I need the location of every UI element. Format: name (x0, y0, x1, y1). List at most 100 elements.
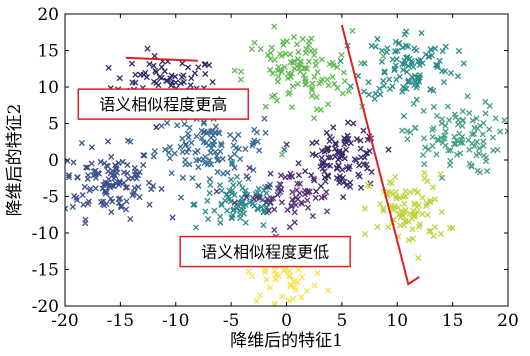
data-point (427, 86, 434, 93)
data-point (314, 270, 321, 277)
data-point (202, 70, 209, 77)
data-point (206, 190, 213, 197)
data-point (378, 47, 385, 54)
data-point (116, 195, 124, 202)
data-point (185, 146, 192, 153)
data-point (399, 88, 406, 95)
data-point (391, 67, 398, 74)
data-point (168, 79, 175, 86)
x-tick-label: 10 (386, 311, 408, 331)
data-point (246, 164, 253, 171)
data-point (231, 67, 238, 74)
data-point (198, 135, 205, 142)
data-point (228, 215, 235, 222)
data-point (309, 80, 316, 87)
data-point (447, 147, 454, 154)
data-point (268, 44, 275, 51)
data-point (230, 182, 237, 189)
data-point (364, 181, 371, 188)
data-point (168, 72, 175, 79)
data-point (303, 287, 311, 294)
data-point (145, 179, 153, 186)
data-point (400, 193, 407, 200)
data-point (228, 158, 236, 166)
data-point (394, 47, 401, 54)
data-point (432, 196, 439, 203)
data-point (441, 132, 448, 139)
data-point (212, 123, 219, 130)
data-point (180, 72, 187, 79)
data-point (166, 144, 173, 151)
data-point (158, 185, 165, 192)
data-point (218, 200, 225, 207)
data-point (404, 53, 411, 61)
data-point (195, 182, 202, 189)
data-point (250, 140, 257, 147)
data-point (263, 199, 270, 206)
data-point (229, 160, 236, 168)
data-point (269, 70, 276, 77)
data-point (271, 226, 278, 233)
data-point (459, 108, 466, 115)
data-point (260, 221, 267, 229)
data-point (217, 219, 224, 226)
data-point (278, 52, 285, 59)
data-point (241, 190, 248, 197)
data-point (319, 159, 326, 166)
data-point (430, 232, 437, 240)
data-point (224, 169, 231, 176)
data-point (152, 67, 159, 74)
data-point (401, 200, 408, 207)
data-point (446, 162, 454, 169)
data-point (214, 168, 221, 176)
data-point (192, 224, 200, 231)
data-point (405, 62, 412, 70)
data-point (144, 45, 151, 52)
data-point (127, 215, 134, 223)
data-point (414, 82, 421, 89)
data-point (426, 228, 433, 235)
data-point (271, 300, 278, 306)
data-point (361, 60, 368, 67)
y-tick-label: 0 (48, 151, 59, 171)
data-point (107, 184, 114, 191)
data-point (418, 29, 425, 37)
data-point (334, 84, 341, 91)
data-point (303, 46, 310, 53)
data-point (357, 137, 364, 144)
data-point (307, 47, 314, 54)
data-point (338, 150, 345, 157)
data-point (220, 170, 227, 177)
data-point (136, 169, 143, 176)
data-point (289, 83, 297, 90)
x-tick-label: -20 (51, 311, 78, 331)
data-point (198, 127, 205, 134)
data-point (371, 95, 378, 103)
data-point (501, 117, 508, 124)
data-point (388, 180, 395, 187)
data-point (420, 135, 428, 142)
data-point (411, 200, 418, 207)
data-point (428, 52, 436, 59)
data-point (169, 214, 176, 221)
data-point (285, 297, 293, 304)
data-point (339, 166, 346, 173)
data-point (88, 160, 95, 167)
data-point (480, 138, 487, 145)
data-point (258, 203, 265, 210)
data-point (476, 145, 483, 152)
data-point (311, 177, 318, 184)
data-point (250, 166, 257, 174)
data-point (233, 173, 240, 180)
data-point (70, 159, 77, 166)
data-point (437, 171, 444, 178)
data-point (150, 62, 157, 69)
data-point (309, 87, 316, 94)
data-point (297, 58, 304, 65)
data-point (249, 273, 256, 280)
data-point (271, 206, 278, 213)
data-point (227, 198, 234, 205)
data-point (454, 73, 462, 80)
data-point (179, 174, 186, 181)
annotation-line (125, 56, 198, 62)
